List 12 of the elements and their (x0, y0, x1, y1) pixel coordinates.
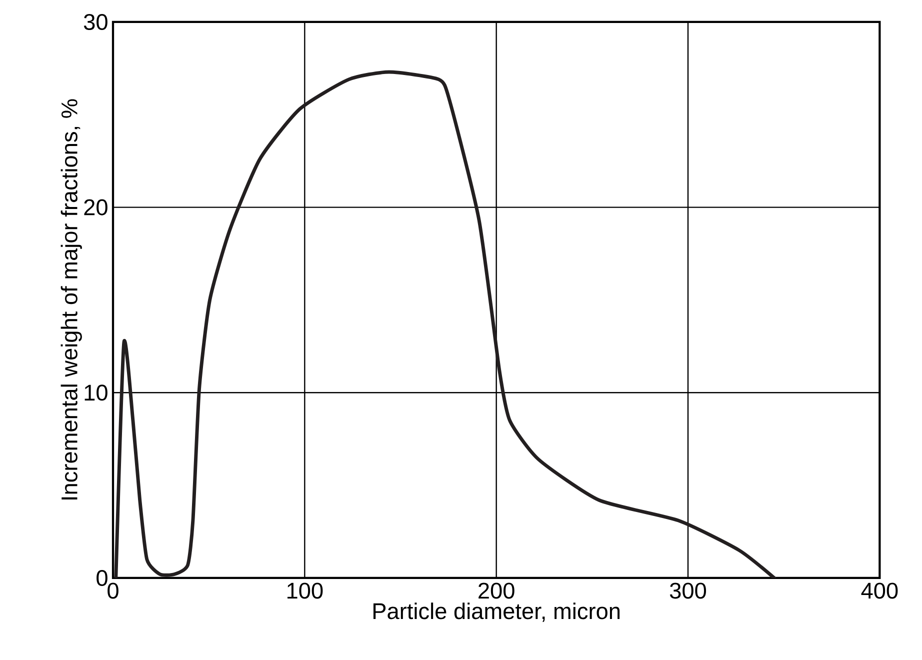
y-tick-label: 0 (96, 570, 108, 586)
x-axis-title: Particle diameter, micron (373, 602, 620, 622)
y-tick-label: 30 (84, 14, 108, 30)
x-tick-label: 400 (861, 582, 898, 599)
x-tick-label: 0 (108, 582, 118, 599)
line-series (114, 70, 776, 578)
x-tick-label: 200 (478, 582, 514, 599)
y-axis-title: Incremental weight of major fractions, % (60, 99, 82, 500)
y-tick-label: 20 (84, 199, 108, 216)
y-tick-label: 10 (84, 384, 108, 401)
x-tick-label: 300 (670, 582, 706, 599)
x-tick-label: 100 (288, 582, 323, 599)
